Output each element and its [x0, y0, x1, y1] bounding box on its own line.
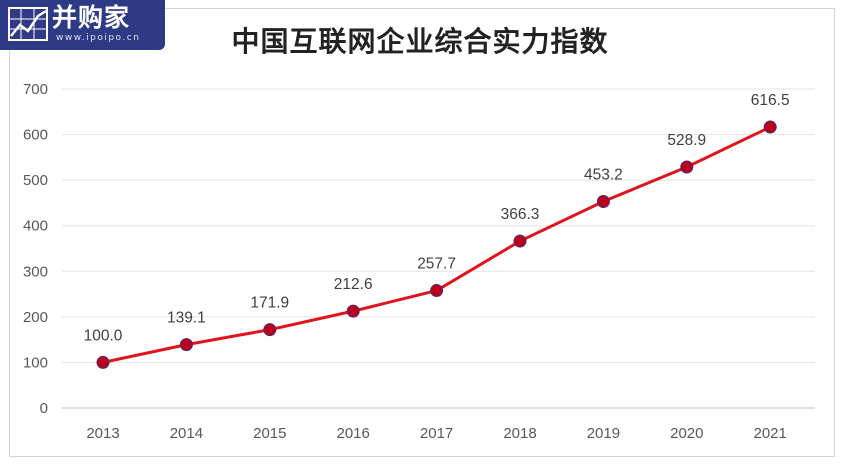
- data-point: [513, 234, 527, 248]
- y-tick-label: 600: [23, 127, 48, 144]
- data-markers: [96, 120, 777, 369]
- data-point: [763, 120, 777, 134]
- x-tick-label: 2019: [587, 425, 620, 442]
- y-tick-label: 400: [23, 218, 48, 235]
- chart-frame-icon: [8, 7, 48, 41]
- y-tick-label: 700: [23, 81, 48, 98]
- data-label: 453.2: [584, 166, 623, 183]
- y-tick-label: 500: [23, 172, 48, 189]
- chart-title: 中国互联网企业综合实力指数: [231, 25, 609, 58]
- series-line-path: [101, 125, 772, 364]
- grid-lines: [62, 88, 815, 409]
- brand-logo: 并购家 www.ipoipo.cn: [0, 0, 165, 50]
- data-point: [596, 194, 610, 208]
- x-tick-label: 2020: [670, 425, 703, 442]
- logo-url: www.ipoipo.cn: [56, 33, 141, 43]
- x-tick-label: 2017: [420, 425, 453, 442]
- chart-frame: [9, 8, 835, 457]
- data-point: [263, 323, 277, 337]
- data-label: 616.5: [751, 92, 790, 109]
- data-label: 366.3: [501, 206, 540, 223]
- data-point: [680, 160, 694, 174]
- data-point: [96, 355, 110, 369]
- x-tick-label: 2013: [86, 425, 119, 442]
- data-label: 212.6: [334, 276, 373, 293]
- data-point: [346, 304, 360, 318]
- x-tick-label: 2018: [503, 425, 536, 442]
- x-axis-tick-labels: 2013 2014 2015 2016 2017 2018 2019 2020 2021: [86, 425, 787, 442]
- y-axis-tick-labels: 0 100 200 300 400 500 600 700: [23, 81, 48, 417]
- y-tick-label: 300: [23, 263, 48, 280]
- data-label: 100.0: [84, 327, 123, 344]
- logo-name: 并购家: [52, 3, 131, 32]
- series-line: [101, 125, 772, 364]
- x-tick-label: 2014: [170, 425, 203, 442]
- y-tick-label: 100: [23, 354, 48, 371]
- y-tick-label: 200: [23, 309, 48, 326]
- data-label: 528.9: [667, 132, 706, 149]
- data-label: 139.1: [167, 310, 206, 327]
- x-tick-label: 2016: [337, 425, 370, 442]
- data-label: 171.9: [250, 295, 289, 312]
- data-point: [179, 338, 193, 352]
- x-tick-label: 2015: [253, 425, 286, 442]
- data-labels: 100.0 139.1 171.9 212.6 257.7 366.3 453.2 528.9…: [84, 92, 790, 344]
- data-point: [430, 284, 444, 298]
- data-label: 257.7: [417, 256, 456, 273]
- y-tick-label: 0: [40, 400, 48, 417]
- x-tick-label: 2021: [754, 425, 787, 442]
